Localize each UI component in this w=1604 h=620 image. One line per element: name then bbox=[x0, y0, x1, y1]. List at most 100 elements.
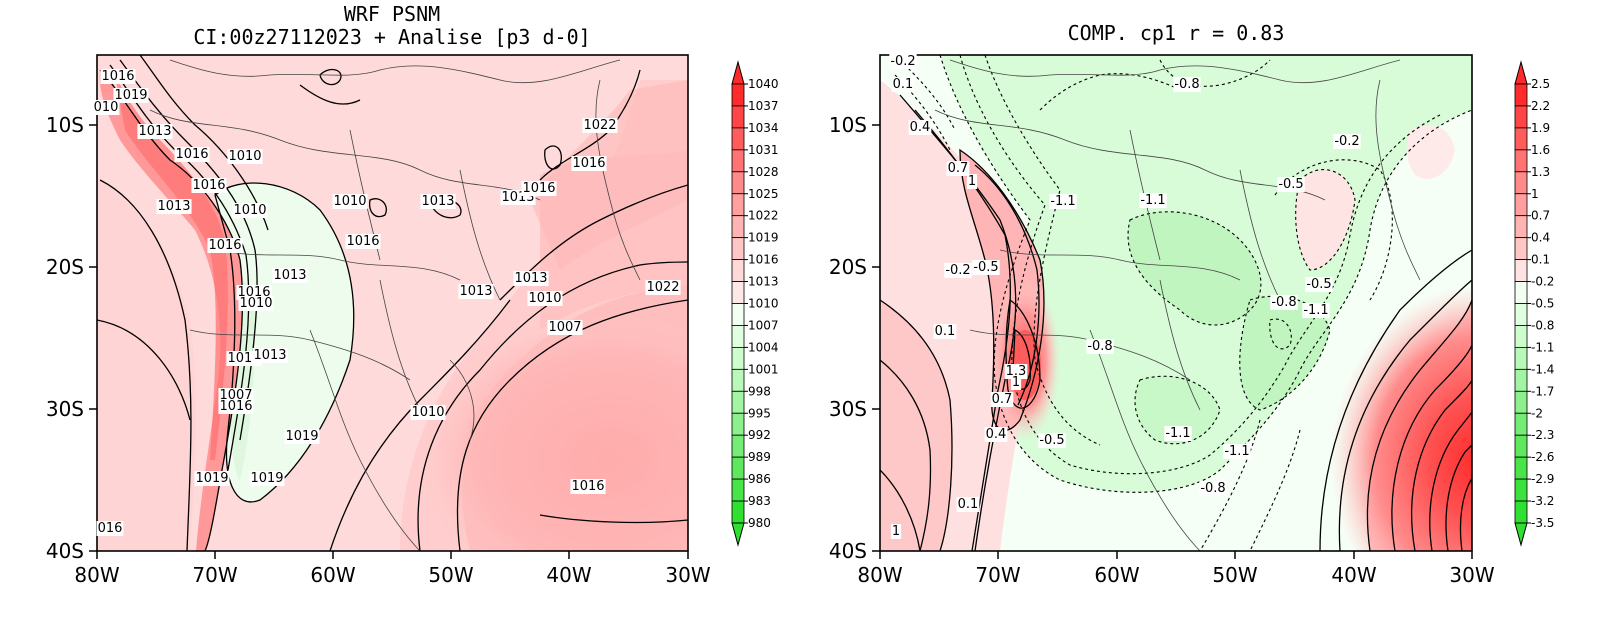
contour-label: -0.5 bbox=[973, 260, 998, 275]
contour-label-bg bbox=[645, 280, 681, 295]
contour-label-bg bbox=[1139, 193, 1167, 208]
right-xtick: 30W bbox=[1449, 563, 1494, 587]
colorbar-swatch bbox=[731, 456, 745, 480]
contour-label-bg bbox=[137, 124, 173, 139]
colorbar-swatch bbox=[1514, 193, 1528, 217]
left-colorbar: 1040 1037 1034 1031 1028 1025 1022 1019 1016 1013… bbox=[731, 60, 779, 547]
contour-label: 1016 bbox=[192, 178, 225, 193]
right-ytick: 10S bbox=[829, 113, 867, 137]
left-axes-frame bbox=[96, 54, 689, 552]
contour-label-bg bbox=[570, 479, 606, 494]
colorbar-swatch bbox=[1514, 434, 1528, 458]
contour-label-bg bbox=[582, 118, 618, 133]
colorbar-swatch bbox=[731, 149, 745, 173]
colorbar-swatch bbox=[731, 390, 745, 414]
left-tick-marks bbox=[89, 124, 689, 559]
colorbar-label: -3.2 bbox=[1531, 494, 1554, 508]
colorbar-swatch bbox=[1514, 281, 1528, 304]
left-ytick: 40S bbox=[46, 539, 84, 563]
contour-label-bg bbox=[547, 320, 583, 335]
contour-label-bg bbox=[1223, 444, 1251, 459]
contour-label-bg bbox=[92, 100, 120, 115]
colorbar-swatch bbox=[731, 346, 745, 370]
contour-label-bg bbox=[1164, 426, 1192, 441]
contour-label: 1019 bbox=[285, 429, 318, 444]
contour-label-bg bbox=[891, 77, 915, 92]
colorbar-swatch bbox=[1514, 390, 1528, 414]
colorbar-label: -2.9 bbox=[1531, 472, 1554, 486]
colorbar-label: 1016 bbox=[748, 253, 779, 267]
contour-label-bg bbox=[100, 69, 136, 84]
colorbar-swatch bbox=[731, 105, 745, 129]
colorbar-label: 1022 bbox=[748, 209, 779, 223]
contour-label: 1.3 bbox=[1006, 364, 1027, 379]
contour-label: 0.1 bbox=[893, 77, 914, 92]
contour-label: 1013 bbox=[138, 124, 171, 139]
colorbar-label: 1013 bbox=[748, 275, 779, 289]
colorbar-label: 989 bbox=[748, 450, 771, 464]
contour-label: 010 bbox=[94, 100, 119, 115]
contour-label: 1019 bbox=[114, 88, 147, 103]
contour-label-bg bbox=[420, 194, 456, 209]
colorbar-swatch bbox=[1514, 346, 1528, 370]
contour-label-bg bbox=[1270, 295, 1298, 310]
right-xtick: 70W bbox=[975, 563, 1020, 587]
left-ytick: 10S bbox=[46, 113, 84, 137]
contour-label: 1013 bbox=[514, 271, 547, 286]
right-xtick: 80W bbox=[857, 563, 902, 587]
contour-label: -0.2 bbox=[1334, 134, 1359, 149]
colorbar-top-arrow bbox=[1514, 60, 1528, 85]
contour-label-bg bbox=[527, 291, 563, 306]
contour-label-bg bbox=[345, 234, 381, 249]
colorbar-label: 0.7 bbox=[1531, 209, 1550, 223]
colorbar-swatch bbox=[1514, 83, 1528, 107]
left-title-line-1: WRF PSNM bbox=[344, 2, 440, 26]
right-contour-labels: -0.20.10.40.71-0.8-1.1 -1.1-0.2-0.5-0.2 -0… bbox=[889, 54, 1361, 539]
colorbar-label: -2.6 bbox=[1531, 450, 1554, 464]
contour-label-bg bbox=[252, 348, 288, 363]
colorbar-label: 0.4 bbox=[1531, 231, 1550, 245]
colorbar-swatch bbox=[731, 193, 745, 217]
colorbar-label: 1031 bbox=[748, 143, 779, 157]
contour-label: 0.1 bbox=[958, 497, 979, 512]
contour-label-bg bbox=[990, 392, 1014, 407]
colorbar-label: 1025 bbox=[748, 187, 779, 201]
contour-label-bg bbox=[284, 429, 320, 444]
contour-label-bg bbox=[984, 427, 1008, 442]
colorbar-swatch bbox=[1514, 105, 1528, 129]
left-map-field bbox=[97, 55, 688, 551]
contour-label: 1016 bbox=[101, 69, 134, 84]
contour-label: 1016 bbox=[175, 147, 208, 162]
contour-label: 1 bbox=[892, 524, 900, 539]
contour-label: 1010 bbox=[411, 405, 444, 420]
contour-label: 1016 bbox=[522, 181, 555, 196]
colorbar-swatch bbox=[731, 478, 745, 502]
colorbar-label: -1.4 bbox=[1531, 362, 1554, 376]
contour-label: 0.4 bbox=[910, 120, 931, 135]
contour-label-bg bbox=[1004, 364, 1028, 379]
colorbar-bottom-arrow bbox=[1514, 522, 1528, 547]
colorbar-bottom-arrow bbox=[731, 522, 745, 547]
colorbar-swatch bbox=[731, 171, 745, 195]
colorbar-swatch bbox=[1514, 412, 1528, 436]
colorbar-swatch bbox=[1514, 456, 1528, 480]
contour-label: -0.2 bbox=[890, 54, 915, 69]
contour-label-bg bbox=[458, 284, 494, 299]
contour-label: 1019 bbox=[195, 471, 228, 486]
colorbar-label: 1010 bbox=[748, 297, 779, 311]
colorbar-swatch bbox=[731, 500, 745, 524]
contour-label: 1010 bbox=[233, 203, 266, 218]
contour-label-bg bbox=[571, 156, 607, 171]
colorbar-label: 1004 bbox=[748, 340, 779, 354]
contour-label: 1016 bbox=[571, 479, 604, 494]
colorbar-swatch bbox=[731, 215, 745, 239]
contour-label-bg bbox=[207, 238, 243, 253]
colorbar-label: -2.3 bbox=[1531, 428, 1554, 442]
colorbar-swatch bbox=[731, 237, 745, 260]
colorbar-label: 1.3 bbox=[1531, 165, 1550, 179]
colorbar-top-arrow bbox=[731, 60, 745, 85]
colorbar-label: 1.6 bbox=[1531, 143, 1550, 157]
colorbar-label: -0.5 bbox=[1531, 297, 1554, 311]
colorbar-swatch bbox=[1514, 478, 1528, 502]
colorbar-label: 983 bbox=[748, 494, 771, 508]
